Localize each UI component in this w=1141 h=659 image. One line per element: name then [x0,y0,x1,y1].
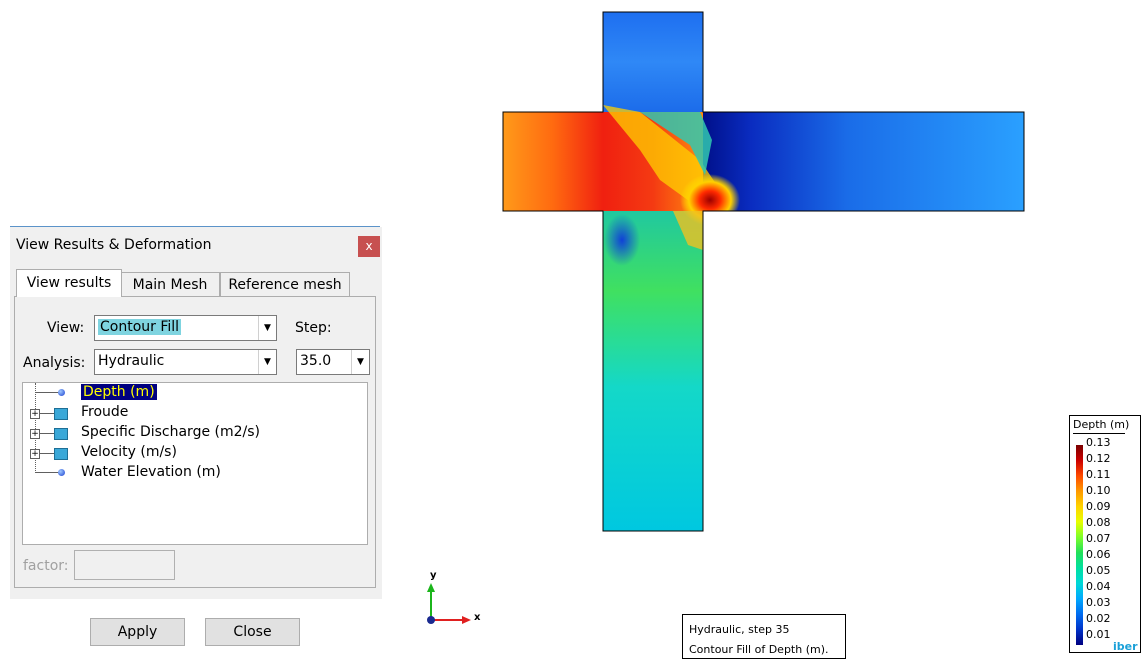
analysis-select[interactable]: Hydraulic ▼ [94,349,277,375]
expand-plus-icon[interactable]: + [30,429,40,439]
view-select-value: Contour Fill [98,319,182,335]
legend-title-underline [1073,433,1125,434]
legend-label: 0.03 [1086,596,1111,609]
tab-view-results[interactable]: View results [16,269,122,297]
legend-label: 0.05 [1086,564,1111,577]
step-label: Step: [295,320,332,336]
legend-label: 0.07 [1086,532,1111,545]
result-dot-icon [58,389,65,396]
tab-reference-mesh[interactable]: Reference mesh [220,272,350,296]
chevron-down-icon[interactable]: ▼ [351,350,369,374]
tree-item-label: Velocity (m/s) [81,444,177,460]
factor-label: factor: [23,558,69,574]
chevron-down-icon[interactable]: ▼ [258,316,276,340]
tree-line [40,433,54,434]
folder-square-icon [54,428,68,440]
expand-plus-icon[interactable]: + [30,409,40,419]
info-view-description: Contour Fill of Depth (m). [689,643,829,656]
dialog-top-border [10,226,380,227]
color-legend: Depth (m) 0.13 0.12 0.11 0.10 0.09 0.08 … [1069,415,1141,653]
tree-item-label: Specific Discharge (m2/s) [81,424,260,440]
legend-color-bar [1076,445,1083,645]
chevron-down-icon[interactable]: ▼ [258,350,276,374]
tree-item-specific-discharge[interactable]: + Specific Discharge (m2/s) [23,423,363,443]
legend-label: 0.13 [1086,436,1111,449]
tree-line [35,383,36,471]
dialog-title: View Results & Deformation [16,237,212,253]
legend-label: 0.02 [1086,612,1111,625]
tree-line [35,472,61,473]
view-select[interactable]: Contour Fill ▼ [94,315,277,341]
info-analysis-step: Hydraulic, step 35 [689,623,790,636]
axis-origin [427,616,435,624]
contour-fill-field [503,12,1024,531]
close-button[interactable]: Close [205,618,300,646]
tree-item-froude[interactable]: + Froude [23,403,363,423]
tree-item-label: Froude [81,404,129,420]
legend-label: 0.11 [1086,468,1111,481]
close-icon[interactable]: x [358,236,380,257]
expand-plus-icon[interactable]: + [30,449,40,459]
x-axis-arrowhead [462,616,471,624]
legend-label: 0.09 [1086,500,1111,513]
folder-square-icon [54,408,68,420]
tree-item-label: Water Elevation (m) [81,464,221,480]
factor-input[interactable] [74,550,175,580]
apply-button[interactable]: Apply [90,618,185,646]
legend-label: 0.08 [1086,516,1111,529]
tree-item-depth[interactable]: Depth (m) [23,383,363,403]
tree-item-water-elevation[interactable]: Water Elevation (m) [23,463,363,483]
step-select[interactable]: 35.0 ▼ [296,349,370,375]
analysis-select-value: Hydraulic [98,353,165,369]
results-tree: Depth (m) + Froude + Specific Discharge … [22,382,368,545]
tree-item-label: Depth (m) [81,384,157,400]
tree-item-velocity[interactable]: + Velocity (m/s) [23,443,363,463]
view-results-dialog: View Results & Deformation x Main Mesh R… [10,227,382,599]
folder-square-icon [54,448,68,460]
legend-label: 0.06 [1086,548,1111,561]
tab-main-mesh[interactable]: Main Mesh [120,272,220,296]
legend-label: 0.12 [1086,452,1111,465]
tree-line [40,453,54,454]
result-info-box: Hydraulic, step 35 Contour Fill of Depth… [682,614,846,659]
y-axis-label: y [430,570,437,581]
view-label: View: [47,320,85,336]
step-select-value: 35.0 [300,353,332,369]
result-dot-icon [58,469,65,476]
legend-label: 0.04 [1086,580,1111,593]
analysis-label: Analysis: [23,355,86,371]
legend-label: 0.10 [1086,484,1111,497]
legend-label: 0.01 [1086,628,1111,641]
legend-title: Depth (m) [1073,418,1130,431]
x-axis-label: x [474,612,481,623]
y-axis-arrowhead [427,583,435,592]
tree-line [40,413,54,414]
iber-logo: iber [1113,640,1138,653]
tree-line [35,392,61,393]
mesh-outline [502,11,1025,532]
